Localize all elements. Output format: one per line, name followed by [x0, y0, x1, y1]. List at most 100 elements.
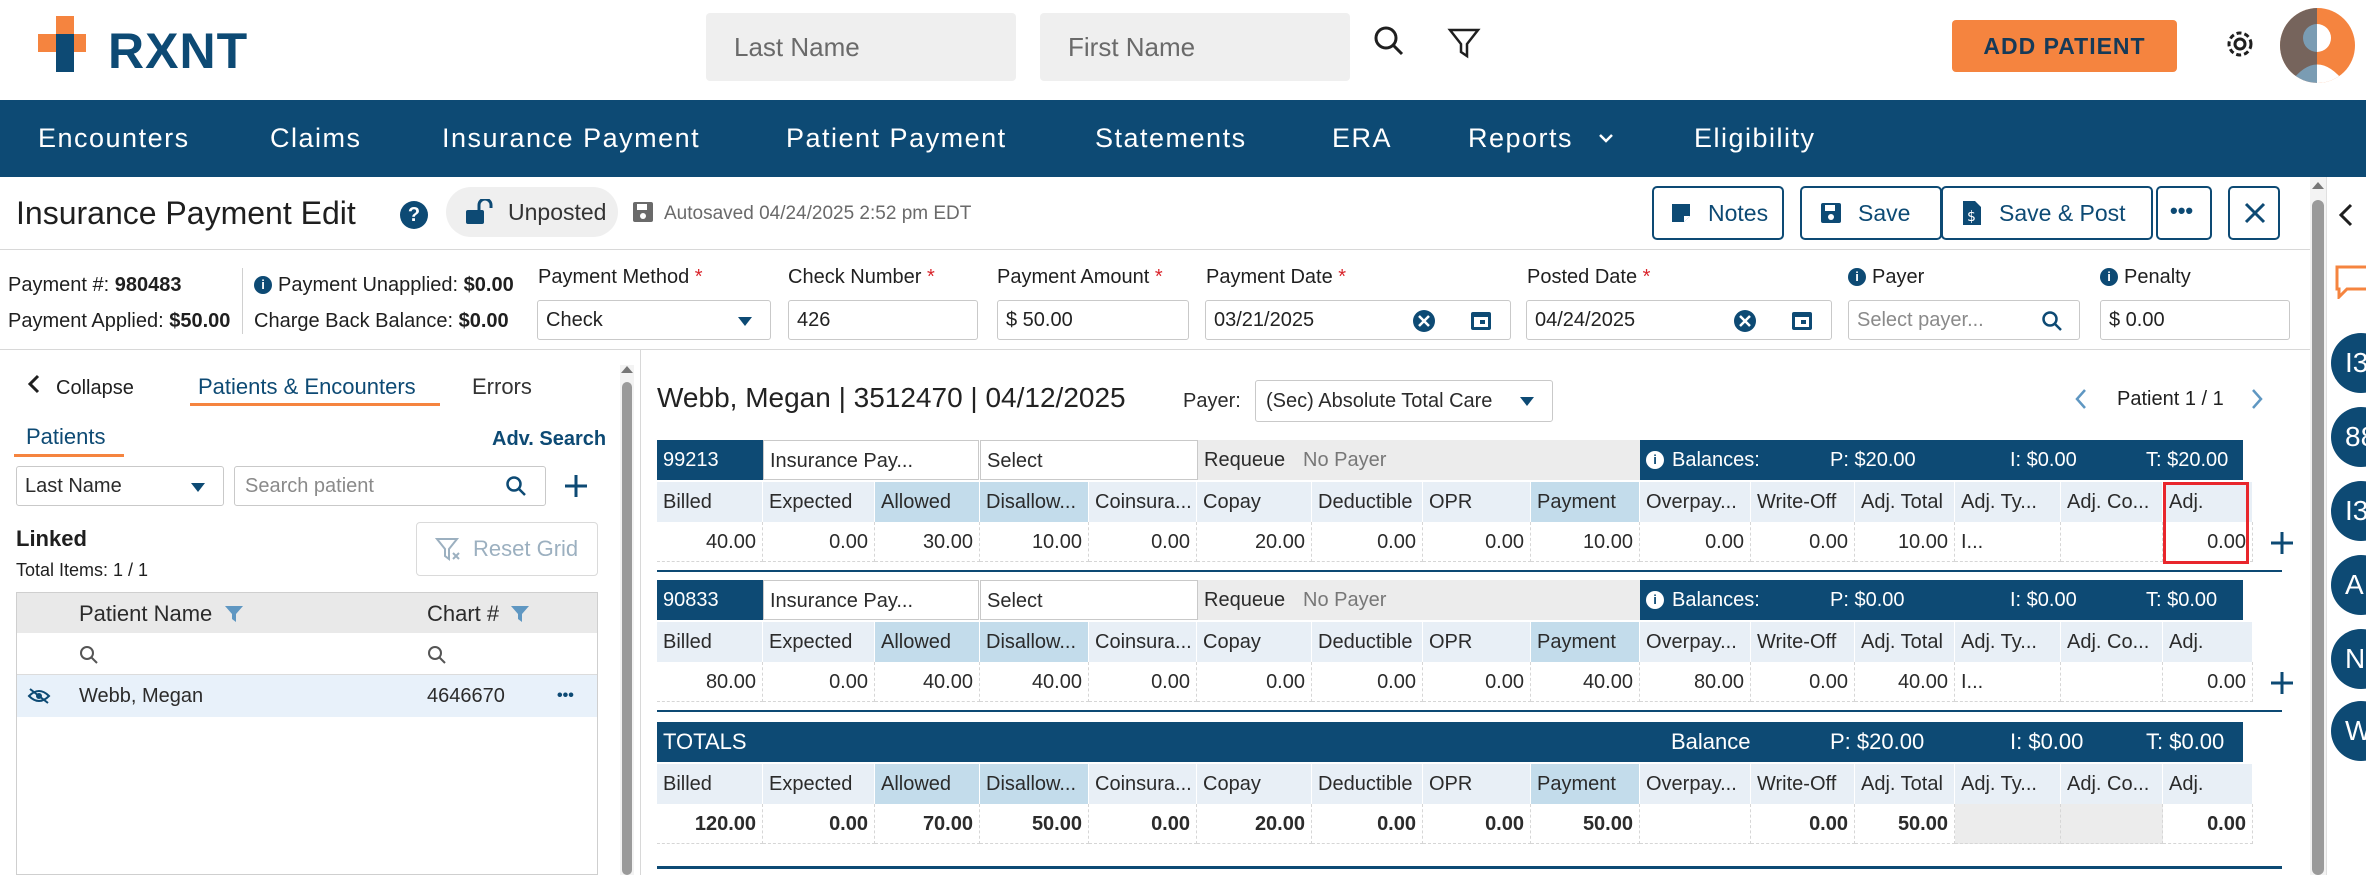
subtab-patients[interactable]: Patients — [26, 424, 106, 449]
table-cell[interactable]: 0.00 — [1312, 522, 1423, 562]
info-icon[interactable]: i — [254, 276, 272, 294]
nav-eligibility[interactable]: Eligibility — [1694, 123, 1816, 153]
table-cell[interactable]: 30.00 — [875, 522, 980, 562]
scroll-up-icon[interactable] — [619, 364, 635, 374]
save-and-post-button[interactable]: $ Save & Post — [1941, 186, 2153, 240]
nav-statements[interactable]: Statements — [1095, 123, 1247, 153]
table-cell[interactable]: 0.00 — [1751, 662, 1855, 702]
table-cell[interactable]: 0.00 — [1751, 522, 1855, 562]
table-cell[interactable]: 0.00 — [763, 662, 875, 702]
previous-patient-icon[interactable] — [2073, 388, 2089, 410]
payment-method-select[interactable]: Check — [537, 300, 771, 340]
info-icon[interactable]: i — [1646, 451, 1664, 469]
payer-input[interactable]: Select payer... — [1848, 300, 2080, 340]
clear-icon[interactable] — [1412, 309, 1436, 333]
more-options-button[interactable]: ••• — [2156, 186, 2212, 240]
table-cell[interactable]: 0.00 — [763, 522, 875, 562]
save-button[interactable]: Save — [1800, 186, 1942, 240]
column-filter-icon[interactable] — [511, 606, 529, 622]
calendar-icon[interactable] — [1470, 309, 1492, 331]
row-more-icon[interactable]: ••• — [557, 687, 574, 704]
table-cell[interactable]: 40.00 — [1531, 662, 1640, 702]
filter-icon[interactable] — [1444, 22, 1484, 62]
adjustment-dropdown[interactable]: I... — [1955, 662, 2061, 702]
adv-search-link[interactable]: Adv. Search — [492, 428, 607, 450]
reset-grid-button[interactable]: Reset Grid — [416, 522, 598, 576]
table-cell[interactable]: 40.00 — [1855, 662, 1955, 702]
rail-item[interactable]: I3 — [2331, 481, 2366, 541]
nav-insurance-payment[interactable]: Insurance Payment — [442, 123, 701, 153]
posted-date-input[interactable]: 04/24/2025 — [1526, 300, 1832, 340]
close-button[interactable] — [2228, 186, 2280, 240]
table-cell[interactable]: 10.00 — [1855, 522, 1955, 562]
adjustment-dropdown[interactable]: I... — [1955, 522, 2061, 562]
nav-patient-payment[interactable]: Patient Payment — [786, 123, 1007, 153]
payer-select[interactable]: (Sec) Absolute Total Care — [1255, 380, 1553, 422]
info-icon[interactable]: i — [2100, 268, 2118, 286]
collapse-link[interactable]: Collapse — [56, 377, 134, 399]
check-number-input[interactable]: 426 — [788, 300, 978, 340]
payment-type-select[interactable]: Insurance Pay... — [763, 580, 979, 620]
gear-icon[interactable] — [2220, 24, 2260, 64]
nav-claims[interactable]: Claims — [270, 123, 362, 153]
table-cell[interactable]: 0.00 — [1640, 522, 1751, 562]
rxnt-logo[interactable]: RXNT — [38, 16, 268, 80]
table-cell[interactable]: 40.00 — [657, 522, 763, 562]
help-icon[interactable]: ? — [400, 201, 428, 229]
user-avatar[interactable] — [2280, 8, 2355, 83]
rail-item[interactable]: N — [2331, 629, 2366, 689]
eye-slash-icon[interactable] — [27, 687, 51, 705]
notes-button[interactable]: Notes — [1652, 186, 1784, 240]
adjustment-dropdown[interactable] — [2061, 522, 2163, 562]
nav-reports[interactable]: Reports — [1468, 123, 1574, 153]
chevron-left-icon[interactable] — [26, 374, 42, 394]
add-adjustment-plus-icon[interactable] — [2269, 530, 2295, 556]
search-icon[interactable] — [505, 475, 527, 497]
nav-era[interactable]: ERA — [1332, 123, 1393, 153]
table-cell[interactable]: 80.00 — [1640, 662, 1751, 702]
payment-date-input[interactable]: 03/21/2025 — [1205, 300, 1511, 340]
table-cell[interactable]: 0.00 — [2163, 522, 2253, 562]
table-cell[interactable]: 0.00 — [1423, 522, 1531, 562]
table-cell[interactable]: 0.00 — [2163, 662, 2253, 702]
info-icon[interactable]: i — [1848, 268, 1866, 286]
rail-item[interactable]: I3 — [2331, 333, 2366, 393]
search-icon[interactable] — [1370, 22, 1410, 62]
next-patient-icon[interactable] — [2249, 388, 2265, 410]
info-icon[interactable]: i — [1646, 591, 1664, 609]
search-icon[interactable] — [2041, 310, 2063, 332]
main-scrollbar-thumb[interactable] — [2312, 200, 2324, 875]
reports-chevron-down-icon[interactable] — [1596, 128, 1616, 148]
rail-item[interactable]: 88 — [2331, 407, 2366, 467]
chat-icon[interactable] — [2335, 265, 2366, 299]
payment-type-select[interactable]: Insurance Pay... — [763, 440, 979, 480]
adjustment-select[interactable]: Select — [980, 440, 1198, 480]
table-cell[interactable]: 0.00 — [1312, 662, 1423, 702]
search-icon[interactable] — [427, 645, 447, 665]
adjustment-dropdown[interactable] — [2061, 662, 2163, 702]
table-cell[interactable]: 40.00 — [875, 662, 980, 702]
column-filter-icon[interactable] — [225, 606, 243, 622]
calendar-icon[interactable] — [1791, 309, 1813, 331]
search-icon[interactable] — [79, 645, 99, 665]
add-adjustment-plus-icon[interactable] — [2269, 670, 2295, 696]
patient-search-input[interactable]: Search patient — [234, 466, 546, 506]
add-patient-plus-icon[interactable] — [562, 472, 590, 500]
payment-amount-input[interactable]: $ 50.00 — [997, 300, 1189, 340]
first-name-input[interactable]: First Name — [1040, 13, 1350, 81]
patient-filter-select[interactable]: Last Name — [16, 466, 224, 506]
clear-icon[interactable] — [1733, 309, 1757, 333]
table-cell[interactable]: 0.00 — [1197, 662, 1312, 702]
table-row[interactable]: Webb, Megan 4646670 ••• — [17, 675, 597, 717]
chevron-left-icon[interactable] — [2337, 203, 2353, 227]
scroll-up-icon[interactable] — [2310, 180, 2326, 190]
nav-encounters[interactable]: Encounters — [38, 123, 190, 153]
table-cell[interactable]: 0.00 — [1089, 662, 1197, 702]
table-cell[interactable]: 0.00 — [1423, 662, 1531, 702]
table-cell[interactable]: 10.00 — [1531, 522, 1640, 562]
tab-patients-encounters[interactable]: Patients & Encounters — [198, 374, 416, 399]
adjustment-select[interactable]: Select — [980, 580, 1198, 620]
penalty-input[interactable]: $ 0.00 — [2100, 300, 2290, 340]
table-cell[interactable]: 40.00 — [980, 662, 1089, 702]
table-cell[interactable]: 80.00 — [657, 662, 763, 702]
